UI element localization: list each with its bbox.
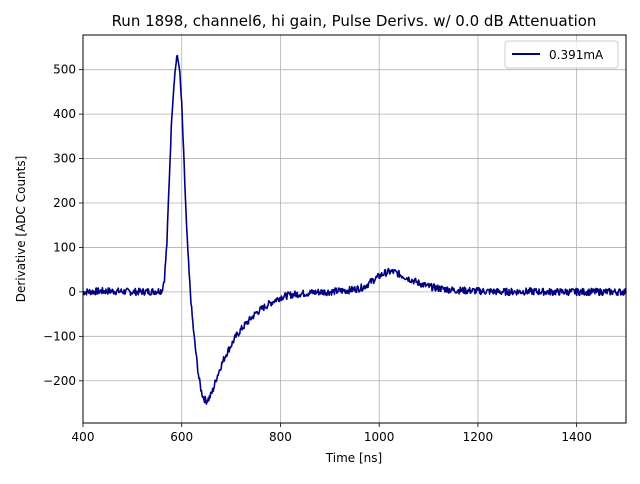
legend-box bbox=[504, 40, 619, 69]
x-tick-label: 600 bbox=[170, 430, 193, 444]
chart-title: Run 1898, channel6, hi gain, Pulse Deriv… bbox=[112, 12, 597, 30]
x-tick-label: 1000 bbox=[364, 430, 395, 444]
x-tick-label: 800 bbox=[269, 430, 292, 444]
y-tick-label: 200 bbox=[53, 196, 76, 210]
x-tick-label: 400 bbox=[72, 430, 95, 444]
legend: 0.391mA bbox=[504, 40, 619, 69]
y-tick-label: −200 bbox=[43, 374, 76, 388]
y-tick-label: 500 bbox=[53, 63, 76, 77]
y-tick-label: 100 bbox=[53, 240, 76, 254]
y-tick-label: 0 bbox=[68, 285, 76, 299]
plot-frame bbox=[82, 34, 627, 424]
y-tick-label: −100 bbox=[43, 329, 76, 343]
grid bbox=[82, 35, 626, 423]
legend-label: 0.391mA bbox=[549, 48, 604, 62]
x-axis-label: Time [ns] bbox=[325, 451, 382, 465]
y-tick-label: 400 bbox=[53, 107, 76, 121]
series-layer bbox=[82, 54, 627, 405]
x-tick-label: 1200 bbox=[463, 430, 494, 444]
x-tick-label: 1400 bbox=[561, 430, 592, 444]
axis-ticks: 400 600 800 1000 1200 1400 −200 −100 0 100 200 300 4… bbox=[43, 63, 592, 444]
y-axis-label: Derivative [ADC Counts] bbox=[14, 156, 28, 303]
y-tick-label: 300 bbox=[53, 152, 76, 166]
plot-area bbox=[83, 35, 626, 423]
series-line bbox=[82, 54, 627, 405]
